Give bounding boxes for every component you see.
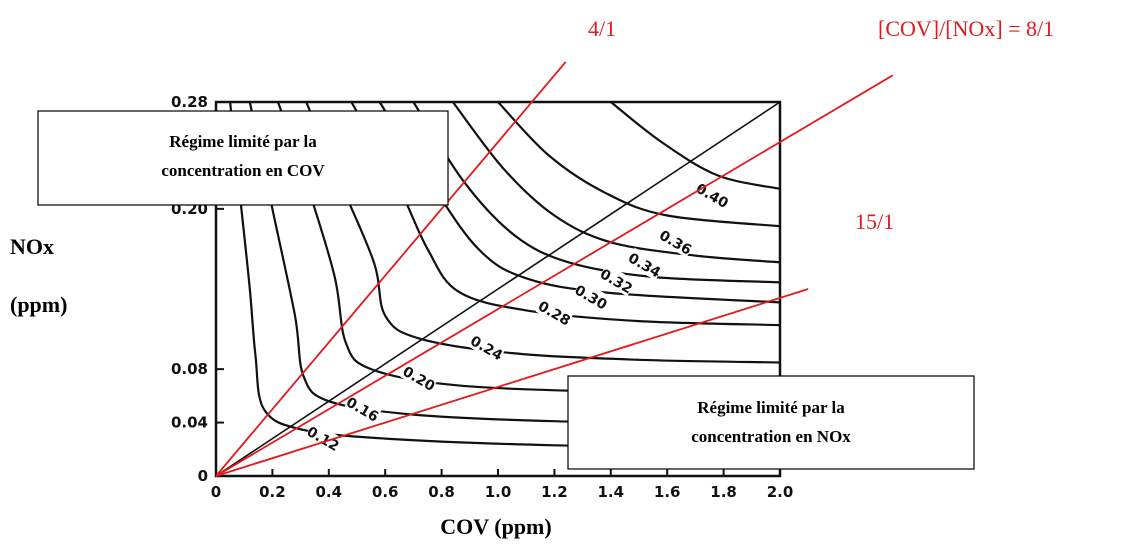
ratio-lines [215,61,894,477]
contour-line-0.12 [229,101,781,449]
nox-limited-line2: concentration en NOx [691,427,851,446]
x-tick-label: 1.6 [654,483,681,501]
x-tick-label: 1.2 [541,483,568,501]
ratio-label-15-1: 15/1 [855,209,894,234]
contour-label-bg [343,392,383,425]
contour-label-bg [625,247,665,281]
contour-label-bg [572,279,611,313]
contour-label-bg [656,225,696,258]
contour-label-bg [304,421,343,455]
x-axis-ticks: 0 0.2 0.4 0.6 0.8 1.0 1.2 1.4 1.6 1.8 2.0 [211,469,794,501]
nox-limited-box: Régime limité par la concentration en NO… [567,375,975,470]
x-tick-label: 1.0 [485,483,512,501]
diagonal-line [215,101,781,477]
x-tick-label: 0 [211,483,221,501]
ratio-label-4-1: 4/1 [588,16,616,41]
y-axis-title-line1: NOx [10,234,54,259]
x-tick-label: 1.4 [598,483,625,501]
x-tick-label: 0.4 [316,483,343,501]
ratio-line-0 [215,61,567,477]
voc-limited-line1: Régime limité par la [169,132,317,151]
contour-label-bg [535,295,575,329]
contour-line-0.36 [497,101,781,228]
x-tick-label: 1.8 [710,483,737,501]
y-tick-label: 0.08 [171,360,208,378]
nox-limited-line1: Régime limité par la [697,398,845,417]
contour-line-0.40 [610,101,781,190]
ratio-line-1 [215,74,894,477]
ratio-label-8-1: [COV]/[NOx] = 8/1 [878,16,1054,41]
voc-limited-box: Régime limité par la concentration en CO… [37,110,449,206]
contour-label-bg [467,330,507,364]
y-tick-label: 0 [198,467,208,485]
x-tick-label: 0.2 [259,483,286,501]
voc-limited-line2: concentration en COV [161,161,325,180]
x-axis-title: COV (ppm) [440,514,551,539]
contour-label-bg [597,263,637,297]
y-tick-label: 0.04 [171,414,208,432]
x-tick-label: 0.6 [372,483,399,501]
x-tick-label: 0.8 [428,483,455,501]
x-tick-label: 2.0 [767,483,794,501]
y-tick-label: 0.28 [171,93,208,111]
ratio-line-2 [215,288,809,477]
contour-label-bg [400,361,439,394]
contour-label-bg [693,178,733,211]
y-axis-title-line2: (ppm) [10,292,67,317]
